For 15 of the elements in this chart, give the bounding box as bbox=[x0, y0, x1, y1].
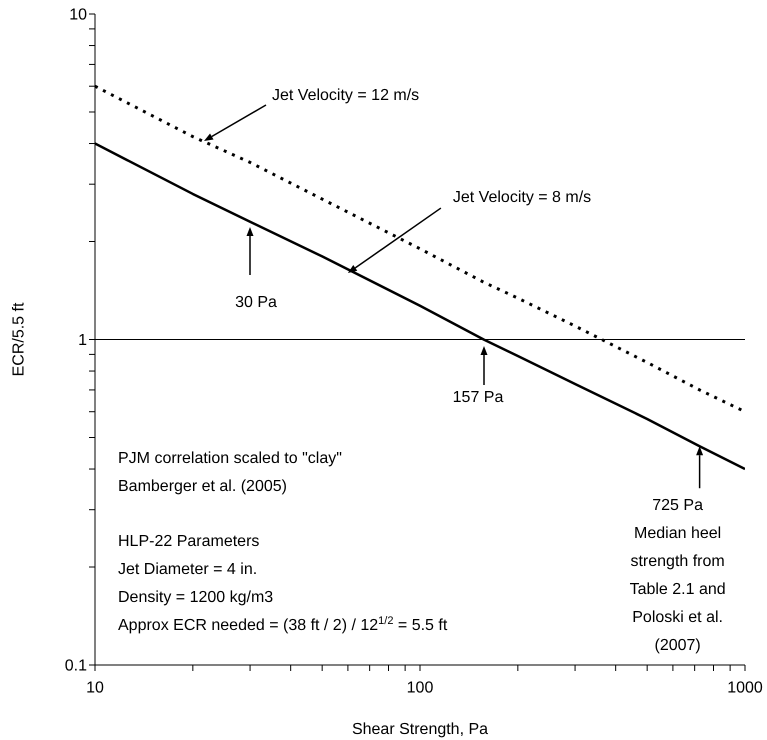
annotation: PJM correlation scaled to "clay" Bamberger et al. (2005) bbox=[118, 450, 342, 495]
y-tick-label: 10 bbox=[69, 6, 88, 24]
annotation: HLP-22 Parameters Jet Diameter = 4 in. Density = 1200 kg/m3 Approx ECR needed = (38 ft / 2) / 12$^{1/2}$ = 5.5 ft bbox=[118, 533, 448, 634]
x-axis-title: Shear Strength, Pa bbox=[352, 721, 488, 738]
annotation: 157 Pa bbox=[452, 389, 504, 406]
y-tick-label: 0.1 bbox=[64, 658, 88, 675]
annotation: 725 Pa Median heel strength from Table 2.1 and Poloski et al. (2007) bbox=[630, 497, 726, 654]
y-axis-title: ECR/5.5 ft bbox=[10, 302, 28, 376]
annotation: Jet Velocity = 8 m/s bbox=[452, 189, 592, 206]
x-tick-label: 1000 bbox=[727, 679, 763, 696]
x-tick-label: 10 bbox=[86, 679, 104, 696]
x-tick-label: 100 bbox=[406, 679, 434, 696]
annotation: Jet Velocity = 12 m/s bbox=[272, 87, 420, 104]
annotation: 30 Pa bbox=[235, 294, 278, 311]
y-tick-label: 1 bbox=[78, 332, 88, 350]
